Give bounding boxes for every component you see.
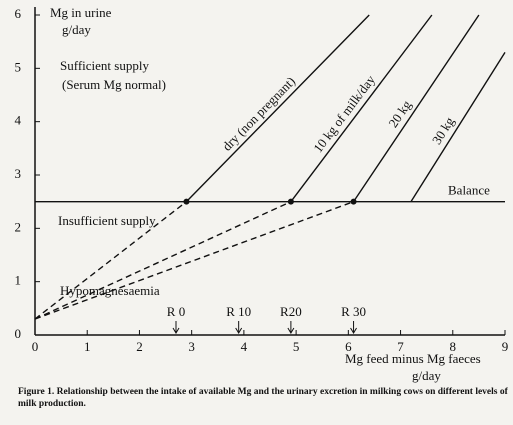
series: [34, 14, 480, 320]
dashed-segment: [34, 201, 354, 320]
y-axis-unit: g/day: [62, 22, 91, 37]
x-tick-label: 5: [293, 339, 300, 354]
balance-label: Balance: [448, 183, 490, 198]
series-label: 30 kg: [429, 114, 458, 147]
series-label: 10 kg of milk/day: [310, 72, 378, 155]
marker-label: R20: [280, 304, 302, 319]
solid-segment: [352, 14, 480, 203]
x-axis-label: Mg feed minus Mg faeces: [345, 351, 481, 366]
x-tick-label: 8: [450, 339, 457, 354]
marker-arrowhead: [235, 327, 243, 334]
caption: Figure 1. Relationship between the intak…: [18, 387, 508, 409]
y-tick-label: 5: [15, 59, 22, 74]
y-tick-label: 1: [15, 273, 22, 288]
x-tick-label: 2: [136, 339, 143, 354]
solid-segment: [185, 14, 370, 203]
region-label: Sufficient supply: [60, 58, 149, 73]
x-tick-label: 4: [241, 339, 248, 354]
x-tick-label: 0: [32, 339, 39, 354]
marker-arrowhead: [287, 327, 295, 334]
chart: Mg in urine g/day Sufficient supply (Ser…: [15, 5, 509, 383]
point: [183, 198, 190, 205]
x-tick-label: 6: [345, 339, 352, 354]
marker-label: R 30: [341, 304, 366, 319]
x-tick-label: 7: [397, 339, 404, 354]
marker-label: R 0: [167, 304, 185, 319]
y-tick-label: 0: [15, 326, 22, 341]
series: [410, 51, 506, 203]
series: [34, 14, 370, 320]
y-axis-label: Mg in urine: [50, 5, 112, 20]
solid-segment: [410, 51, 506, 203]
point: [287, 198, 294, 205]
x-tick-label: 9: [502, 339, 509, 354]
series-label: 20 kg: [385, 97, 414, 130]
series-label: dry (non pregnant): [219, 74, 298, 154]
solid-segment: [290, 14, 433, 203]
x-tick-label: 3: [188, 339, 195, 354]
marker-arrowhead: [350, 327, 357, 334]
y-tick-label: 4: [15, 113, 22, 128]
region-label: Hypomagnesaemia: [60, 283, 160, 298]
y-tick-label: 6: [15, 6, 22, 21]
dashed-segment: [34, 201, 292, 320]
marker-arrowhead: [172, 327, 180, 334]
region-label: Insufficient supply: [58, 213, 156, 228]
marker-label: R 10: [226, 304, 251, 319]
x-tick-label: 1: [84, 339, 91, 354]
x-axis-unit: g/day: [412, 368, 441, 383]
series: [34, 14, 433, 320]
region-label: (Serum Mg normal): [62, 77, 166, 92]
y-tick-label: 2: [15, 219, 22, 234]
point: [350, 198, 357, 205]
dashed-segment: [34, 201, 187, 320]
y-tick-label: 3: [15, 166, 22, 181]
